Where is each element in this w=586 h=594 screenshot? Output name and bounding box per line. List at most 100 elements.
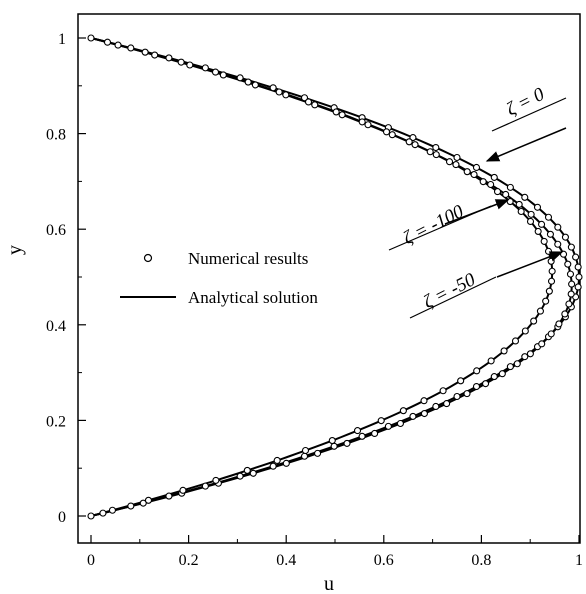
x-axis-title: u [324,573,334,594]
numerical-marker [502,190,510,199]
numerical-marker [513,360,521,368]
numerical-marker [517,207,525,216]
x-tick-label: 0.8 [471,552,491,569]
numerical-marker [177,58,185,66]
numerical-marker [269,462,277,470]
numerical-marker [530,317,538,325]
numerical-marker [141,48,149,56]
numerical-marker [87,34,95,42]
numerical-marker [564,260,572,268]
numerical-marker [547,257,555,265]
y-axis-title: y [4,245,26,255]
numerical-marker [358,432,366,440]
x-tick-label: 1 [575,552,583,569]
y-tick-label: 1 [58,31,66,48]
tick-labels: 0 0.2 0.4 0.6 0.8 1 0 0.2 0.4 0.6 0.8 1 [46,31,583,569]
numerical-marker [538,220,546,228]
numerical-marker [457,377,465,385]
numerical-marker [330,442,338,450]
numerical-marker [472,163,481,172]
numerical-marker [538,340,546,348]
numerical-marker [544,213,553,221]
numerical-marker [304,98,313,106]
numerical-marker [179,486,187,494]
numerical-marker [561,233,569,241]
numerical-marker [244,78,252,86]
numerical-marker [328,437,336,445]
numerical-marker [99,509,107,517]
numerical-marker [201,64,209,72]
y-tick-label: 0.6 [46,222,66,239]
numerical-marker [568,280,576,288]
numerical-marker [490,373,498,381]
numerical-marker [470,171,478,179]
numerical-marker [343,439,351,447]
numerical-marker [554,240,562,248]
numerical-marker [443,400,451,408]
numerical-marker [521,193,529,201]
numerical-marker [282,91,290,99]
numerical-marker [338,111,346,119]
annotation-underline-zeta-0 [491,97,567,132]
numerical-marker [536,307,544,315]
numerical-marker [127,502,135,510]
numerical-marker [511,337,520,345]
tick-marks [78,37,580,543]
numerical-marker [165,492,173,500]
numerical-marker [540,237,548,245]
legend-markers-label: Numerical results [188,249,308,268]
numerical-marker [165,54,173,62]
numerical-marker [426,148,434,156]
plot-frame [77,13,581,544]
numerical-marker [567,243,575,251]
x-tick-label: 0 [87,552,95,569]
numerical-marker [236,472,244,480]
numerical-marker [445,158,454,166]
numerical-marker [487,357,495,365]
numerical-marker [364,121,372,129]
numerical-marker [87,512,95,520]
numerical-marker [515,200,523,208]
numerical-marker [353,427,362,435]
numerical-marker [269,84,277,92]
numerical-marker [544,247,553,255]
numerical-marker [542,297,550,305]
numerical-marker [420,409,428,418]
numerical-marker [545,287,553,295]
numerical-marker [377,417,385,425]
numerical-marker [332,108,340,116]
numerical-marker [521,327,529,335]
numerical-marker [506,363,514,371]
numerical-marker [521,353,529,361]
legend-marker-symbol [143,253,153,263]
numerical-marker [384,422,392,430]
numerical-marker [453,153,461,162]
numerical-marker [490,173,498,181]
numerical-marker [251,81,259,89]
numerical-marker [565,300,573,308]
numerical-marker [282,459,290,467]
numerical-marker [103,38,112,46]
numerical-marker [405,138,413,146]
numerical-marker [498,370,506,378]
numerical-marker [567,290,575,298]
numerical-marker [487,180,495,189]
numerical-marker [506,198,514,206]
numerical-marker [547,330,555,338]
x-tick-label: 0.4 [276,552,296,569]
numerical-marker [575,273,583,281]
numerical-marker [548,267,556,275]
series-markers [87,34,583,520]
numerical-marker [186,61,194,69]
numerical-marker [388,131,396,139]
numerical-marker [219,71,227,79]
numerical-marker [439,387,447,395]
numerical-marker [546,230,554,238]
analytical-line-zeta-minus100 [90,37,554,517]
numerical-marker [554,223,562,231]
annotation-underline-zeta-minus50 [409,276,497,319]
numerical-marker [432,143,440,152]
numerical-marker [547,277,556,285]
numerical-marker [561,310,569,318]
numerical-marker [493,188,502,196]
